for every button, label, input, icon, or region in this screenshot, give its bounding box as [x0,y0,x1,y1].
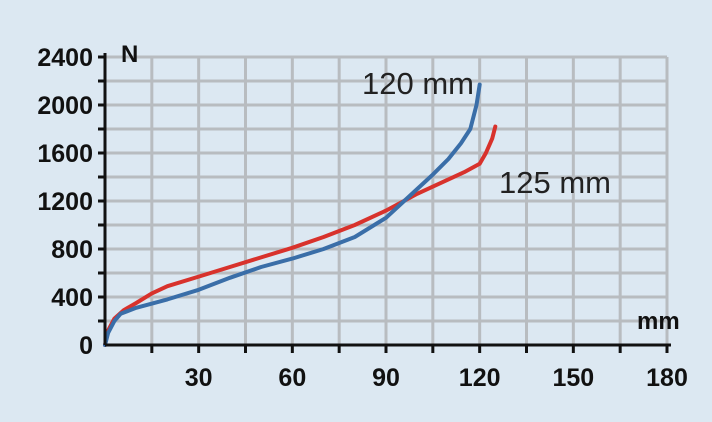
x-tick-label: 180 [646,364,688,392]
grid [105,55,669,345]
x-tick-label: 30 [185,364,213,392]
y-axis-unit-label: N [121,41,138,68]
y-tick-label: 2000 [37,92,93,120]
y-tick-label: 0 [79,332,93,360]
x-tick-label: 120 [459,364,501,392]
x-tick-label: 90 [372,364,400,392]
x-tick-label: 60 [278,364,306,392]
y-tick-label: 1200 [37,188,93,216]
series-label-120mm: 120 mm [362,66,474,101]
y-tick-label: 2400 [37,44,93,72]
x-tick-label: 150 [552,364,594,392]
series-line-125mm [103,124,498,347]
series-line-120mm [103,82,482,347]
tick-layer: 30 60 90 120 150 180 0 400 800 1200 1600 2000 2400 [37,44,687,392]
series-layer [103,82,498,347]
y-tick-label: 800 [51,236,93,264]
x-axis-unit-label: mm [637,308,680,335]
series-label-125mm: 125 mm [499,165,611,200]
y-tick-label: 1600 [37,140,93,168]
y-tick-label: 400 [51,284,93,312]
